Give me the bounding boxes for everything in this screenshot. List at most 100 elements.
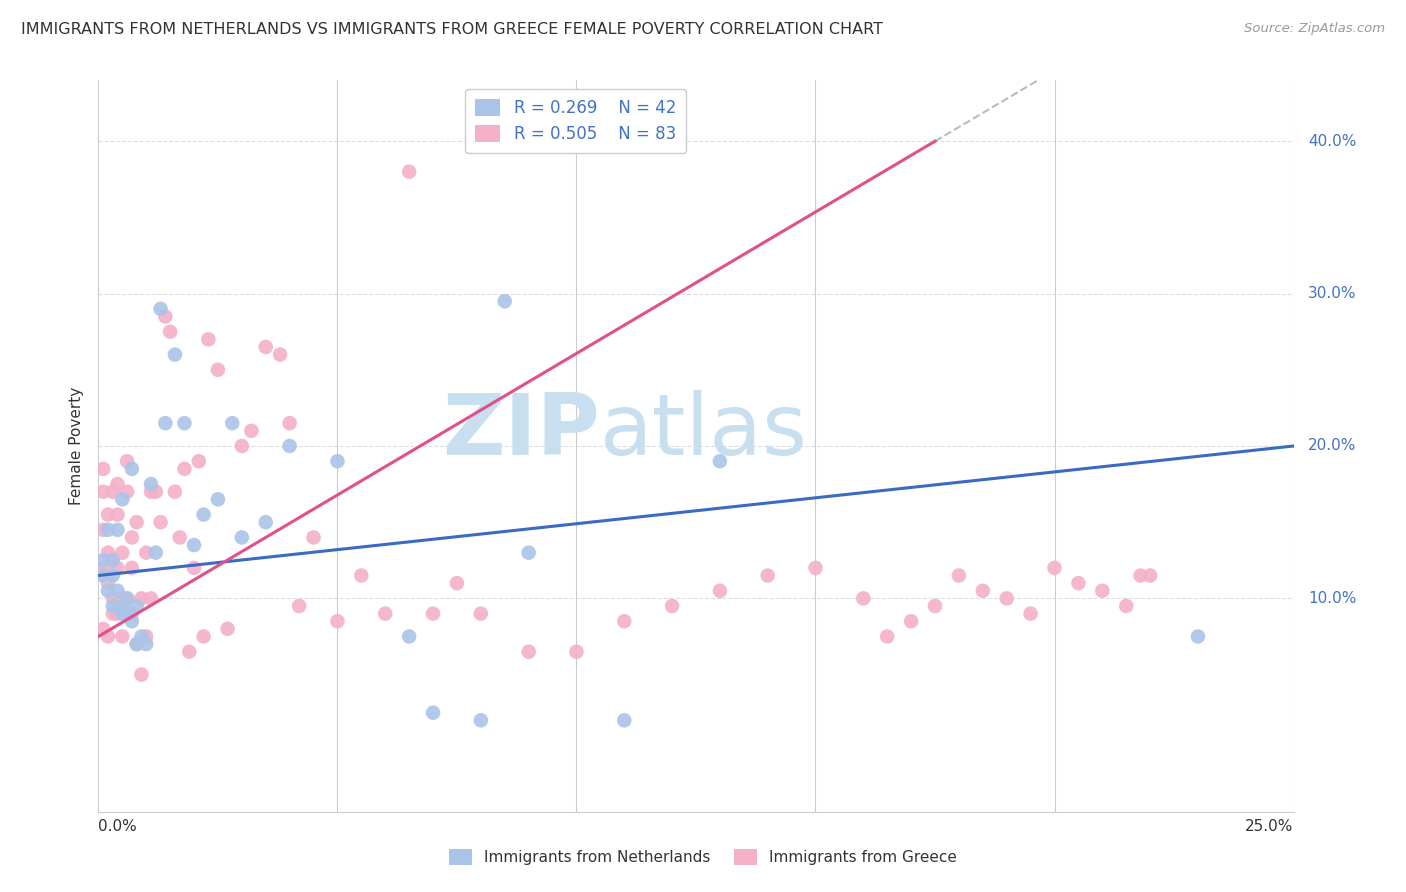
Point bbox=[115, 454, 138, 468]
Text: 20.0%: 20.0% bbox=[1308, 439, 1357, 453]
Point bbox=[97, 546, 120, 560]
Point bbox=[91, 561, 114, 575]
Point bbox=[197, 332, 219, 346]
Point bbox=[756, 568, 779, 582]
Point bbox=[91, 523, 114, 537]
Point bbox=[97, 523, 120, 537]
Point bbox=[422, 706, 444, 720]
Point bbox=[517, 645, 540, 659]
Point bbox=[131, 667, 153, 681]
Point bbox=[269, 347, 291, 362]
Point bbox=[107, 523, 129, 537]
Point bbox=[422, 607, 444, 621]
Point bbox=[254, 340, 277, 354]
Point bbox=[101, 553, 124, 567]
Point bbox=[217, 622, 239, 636]
Point bbox=[115, 484, 138, 499]
Point bbox=[193, 630, 215, 644]
Point bbox=[111, 591, 134, 606]
Point bbox=[374, 607, 396, 621]
Point bbox=[1187, 630, 1209, 644]
Point bbox=[326, 454, 349, 468]
Point bbox=[111, 546, 134, 560]
Point bbox=[107, 561, 129, 575]
Point bbox=[1091, 583, 1114, 598]
Point bbox=[121, 462, 143, 476]
Point bbox=[350, 568, 373, 582]
Point bbox=[398, 164, 420, 178]
Point bbox=[995, 591, 1018, 606]
Point bbox=[231, 439, 253, 453]
Point bbox=[97, 576, 120, 591]
Point bbox=[288, 599, 311, 613]
Point bbox=[135, 637, 157, 651]
Point bbox=[121, 561, 143, 575]
Point bbox=[139, 591, 162, 606]
Point bbox=[91, 568, 114, 582]
Point bbox=[613, 614, 636, 628]
Point bbox=[121, 607, 143, 621]
Point bbox=[900, 614, 922, 628]
Point bbox=[139, 484, 162, 499]
Point bbox=[149, 515, 172, 529]
Point bbox=[326, 614, 349, 628]
Point bbox=[1115, 599, 1137, 613]
Point bbox=[517, 546, 540, 560]
Text: 40.0%: 40.0% bbox=[1308, 134, 1357, 149]
Text: Female Poverty: Female Poverty bbox=[69, 387, 84, 505]
Point bbox=[155, 310, 177, 324]
Point bbox=[111, 492, 134, 507]
Point bbox=[1067, 576, 1090, 591]
Text: 0.0%: 0.0% bbox=[98, 820, 138, 834]
Point bbox=[221, 416, 243, 430]
Point bbox=[107, 607, 129, 621]
Point bbox=[565, 645, 588, 659]
Point bbox=[240, 424, 263, 438]
Point bbox=[183, 561, 205, 575]
Point bbox=[145, 484, 167, 499]
Point bbox=[91, 462, 114, 476]
Point bbox=[1043, 561, 1066, 575]
Point bbox=[1139, 568, 1161, 582]
Point bbox=[207, 492, 229, 507]
Point bbox=[169, 530, 191, 544]
Point bbox=[470, 714, 492, 728]
Point bbox=[131, 630, 153, 644]
Text: 25.0%: 25.0% bbox=[1246, 820, 1294, 834]
Point bbox=[111, 599, 134, 613]
Point bbox=[91, 484, 114, 499]
Point bbox=[924, 599, 946, 613]
Point bbox=[91, 553, 114, 567]
Text: 30.0%: 30.0% bbox=[1308, 286, 1357, 301]
Point bbox=[173, 416, 195, 430]
Point bbox=[709, 583, 731, 598]
Point bbox=[115, 607, 138, 621]
Point bbox=[446, 576, 468, 591]
Point bbox=[111, 630, 134, 644]
Point bbox=[254, 515, 277, 529]
Point bbox=[876, 630, 898, 644]
Point bbox=[207, 363, 229, 377]
Point bbox=[278, 439, 301, 453]
Point bbox=[193, 508, 215, 522]
Point bbox=[111, 607, 134, 621]
Point bbox=[852, 591, 875, 606]
Point bbox=[163, 484, 186, 499]
Point bbox=[135, 630, 157, 644]
Point bbox=[115, 591, 138, 606]
Point bbox=[183, 538, 205, 552]
Legend: Immigrants from Netherlands, Immigrants from Greece: Immigrants from Netherlands, Immigrants … bbox=[443, 843, 963, 871]
Point bbox=[173, 462, 195, 476]
Point bbox=[131, 591, 153, 606]
Point bbox=[107, 508, 129, 522]
Point bbox=[125, 515, 148, 529]
Point bbox=[125, 599, 148, 613]
Point bbox=[101, 568, 124, 582]
Point bbox=[494, 294, 516, 309]
Point bbox=[149, 301, 172, 316]
Point bbox=[661, 599, 683, 613]
Point bbox=[470, 607, 492, 621]
Point bbox=[163, 347, 186, 362]
Point bbox=[101, 607, 124, 621]
Text: ZIP: ZIP bbox=[443, 390, 600, 473]
